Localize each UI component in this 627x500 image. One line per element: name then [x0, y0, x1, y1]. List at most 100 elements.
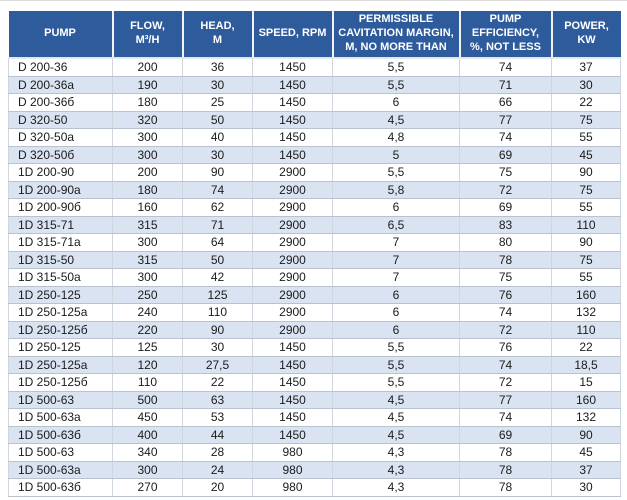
top-divider-line [0, 0, 627, 1]
cell-flow: 300 [112, 268, 183, 287]
cell-speed: 2900 [252, 286, 333, 304]
cell-pump: 1D 500-63 [8, 443, 113, 462]
cell-flow: 300 [112, 128, 183, 147]
cell-cavitation-margin: 5,8 [332, 181, 460, 199]
cell-power: 132 [551, 408, 621, 427]
cell-pump: 1D 250-125 [8, 338, 113, 357]
cell-flow: 250 [112, 286, 183, 304]
cell-pump: 1D 315-71a [8, 233, 113, 252]
cell-cavitation-margin: 5,5 [332, 356, 460, 374]
table-row: 1D 200-90a 180 74 2900 5,8 72 75 [8, 181, 621, 199]
table-row: 1D 500-63 500 63 1450 4,5 77 160 [8, 391, 621, 409]
cell-cavitation-margin: 6 [332, 321, 460, 339]
cell-speed: 2900 [252, 233, 333, 252]
cell-speed: 1450 [252, 111, 333, 129]
cell-power: 22 [551, 93, 621, 112]
cell-cavitation-margin: 6 [332, 303, 460, 322]
cell-cavitation-margin: 5,5 [332, 338, 460, 357]
cell-flow: 300 [112, 461, 183, 479]
cell-head: 71 [182, 216, 253, 234]
cell-pump: 1D 250-125a [8, 356, 113, 374]
cell-cavitation-margin: 4,8 [332, 128, 460, 147]
cell-speed: 1450 [252, 93, 333, 112]
cell-power: 45 [551, 443, 621, 462]
cell-pump: D 200-36 [8, 58, 113, 77]
cell-speed: 1450 [252, 408, 333, 427]
table-row: D 200-36a 190 30 1450 5,5 71 30 [8, 76, 621, 94]
cell-pump: D 320-50a [8, 128, 113, 147]
cell-cavitation-margin: 4,5 [332, 391, 460, 409]
cell-flow: 160 [112, 198, 183, 217]
cell-head: 30 [182, 146, 253, 164]
cell-head: 30 [182, 338, 253, 357]
column-header-head: HEAD, M [181, 11, 253, 59]
cell-pump: D 200-36б [8, 93, 113, 112]
cell-cavitation-margin: 6,5 [332, 216, 460, 234]
cell-power: 55 [551, 268, 621, 287]
cell-power: 110 [551, 216, 621, 234]
cell-efficiency: 71 [459, 76, 552, 94]
cell-flow: 200 [112, 163, 183, 182]
cell-efficiency: 74 [459, 356, 552, 374]
cell-efficiency: 69 [459, 146, 552, 164]
cell-head: 40 [182, 128, 253, 147]
cell-head: 25 [182, 93, 253, 112]
cell-speed: 1450 [252, 58, 333, 77]
cell-head: 64 [182, 233, 253, 252]
cell-efficiency: 74 [459, 408, 552, 427]
cell-speed: 980 [252, 478, 333, 497]
table-row: 1D 250-125б 110 22 1450 5,5 72 15 [8, 373, 621, 392]
cell-pump: 1D 315-71 [8, 216, 113, 234]
table-row: 1D 250-125 250 125 2900 6 76 160 [8, 286, 621, 304]
cell-pump: 1D 250-125б [8, 321, 113, 339]
cell-cavitation-margin: 6 [332, 198, 460, 217]
cell-speed: 2900 [252, 321, 333, 339]
cell-efficiency: 72 [459, 321, 552, 339]
cell-flow: 120 [112, 356, 183, 374]
cell-efficiency: 75 [459, 268, 552, 287]
cell-cavitation-margin: 4,5 [332, 111, 460, 129]
cell-power: 15 [551, 373, 621, 392]
cell-flow: 220 [112, 321, 183, 339]
cell-power: 22 [551, 338, 621, 357]
cell-head: 27,5 [182, 356, 253, 374]
cell-speed: 2900 [252, 251, 333, 269]
table-row: D 320-50б 300 30 1450 5 69 45 [8, 146, 621, 164]
cell-head: 50 [182, 111, 253, 129]
table-row: 1D 500-63a 450 53 1450 4,5 74 132 [8, 408, 621, 427]
cell-efficiency: 66 [459, 93, 552, 112]
cell-flow: 500 [112, 391, 183, 409]
cell-head: 22 [182, 373, 253, 392]
cell-power: 30 [551, 76, 621, 94]
cell-speed: 1450 [252, 426, 333, 444]
cell-power: 75 [551, 251, 621, 269]
cell-speed: 2900 [252, 303, 333, 322]
cell-efficiency: 77 [459, 111, 552, 129]
cell-efficiency: 74 [459, 58, 552, 77]
cell-cavitation-margin: 6 [332, 93, 460, 112]
cell-efficiency: 83 [459, 216, 552, 234]
cell-cavitation-margin: 6 [332, 286, 460, 304]
table-row: 1D 250-125 125 30 1450 5,5 76 22 [8, 338, 621, 357]
cell-flow: 315 [112, 251, 183, 269]
table-row: 1D 315-71a 300 64 2900 7 80 90 [8, 233, 621, 252]
table-row: 1D 500-63б 400 44 1450 4,5 69 90 [8, 426, 621, 444]
cell-efficiency: 69 [459, 198, 552, 217]
cell-cavitation-margin: 5,5 [332, 58, 460, 77]
column-header-speed: SPEED, RPM [251, 11, 333, 59]
cell-efficiency: 72 [459, 373, 552, 392]
cell-pump: 1D 315-50 [8, 251, 113, 269]
cell-speed: 1450 [252, 338, 333, 357]
cell-efficiency: 78 [459, 251, 552, 269]
cell-power: 160 [551, 391, 621, 409]
cell-cavitation-margin: 5,5 [332, 76, 460, 94]
cell-cavitation-margin: 4,3 [332, 478, 460, 497]
cell-flow: 340 [112, 443, 183, 462]
cell-efficiency: 75 [459, 163, 552, 182]
cell-speed: 1450 [252, 146, 333, 164]
cell-cavitation-margin: 4,5 [332, 426, 460, 444]
cell-power: 132 [551, 303, 621, 322]
table-body: D 200-36 200 36 1450 5,5 74 37 D 200-36a 190 30 14… [8, 58, 621, 497]
cell-pump: 1D 250-125a [8, 303, 113, 322]
cell-speed: 1450 [252, 128, 333, 147]
